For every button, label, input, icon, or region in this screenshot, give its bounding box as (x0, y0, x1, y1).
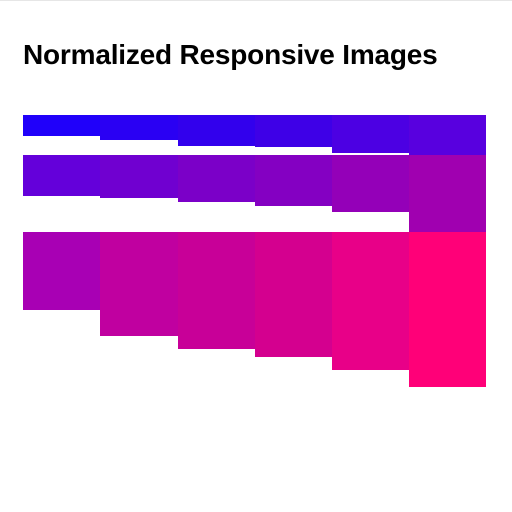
gallery-image-r3-c4[interactable] (255, 232, 332, 357)
gallery-image-r3-c6[interactable] (409, 232, 486, 387)
gallery-image-r2-c6[interactable] (409, 155, 486, 232)
gallery-image-r1-c1[interactable] (23, 115, 100, 136)
gallery-image-r1-c4[interactable] (255, 115, 332, 147)
top-divider (0, 0, 512, 1)
gallery-image-r1-c5[interactable] (332, 115, 409, 153)
page-title: Normalized Responsive Images (23, 39, 438, 70)
gallery-image-r2-c3[interactable] (178, 155, 255, 202)
gallery-image-r2-c4[interactable] (255, 155, 332, 206)
gallery-image-r1-c6[interactable] (409, 115, 486, 155)
gallery-image-r3-c2[interactable] (100, 232, 178, 336)
gallery-image-r2-c1[interactable] (23, 155, 100, 196)
gallery-image-r1-c3[interactable] (178, 115, 255, 146)
gallery-image-r2-c5[interactable] (332, 155, 409, 212)
gallery-image-r3-c1[interactable] (23, 232, 100, 310)
gallery-image-r3-c3[interactable] (178, 232, 255, 349)
gallery-image-r2-c2[interactable] (100, 155, 178, 198)
gallery-image-r3-c5[interactable] (332, 232, 409, 370)
gallery-image-r1-c2[interactable] (100, 115, 178, 140)
